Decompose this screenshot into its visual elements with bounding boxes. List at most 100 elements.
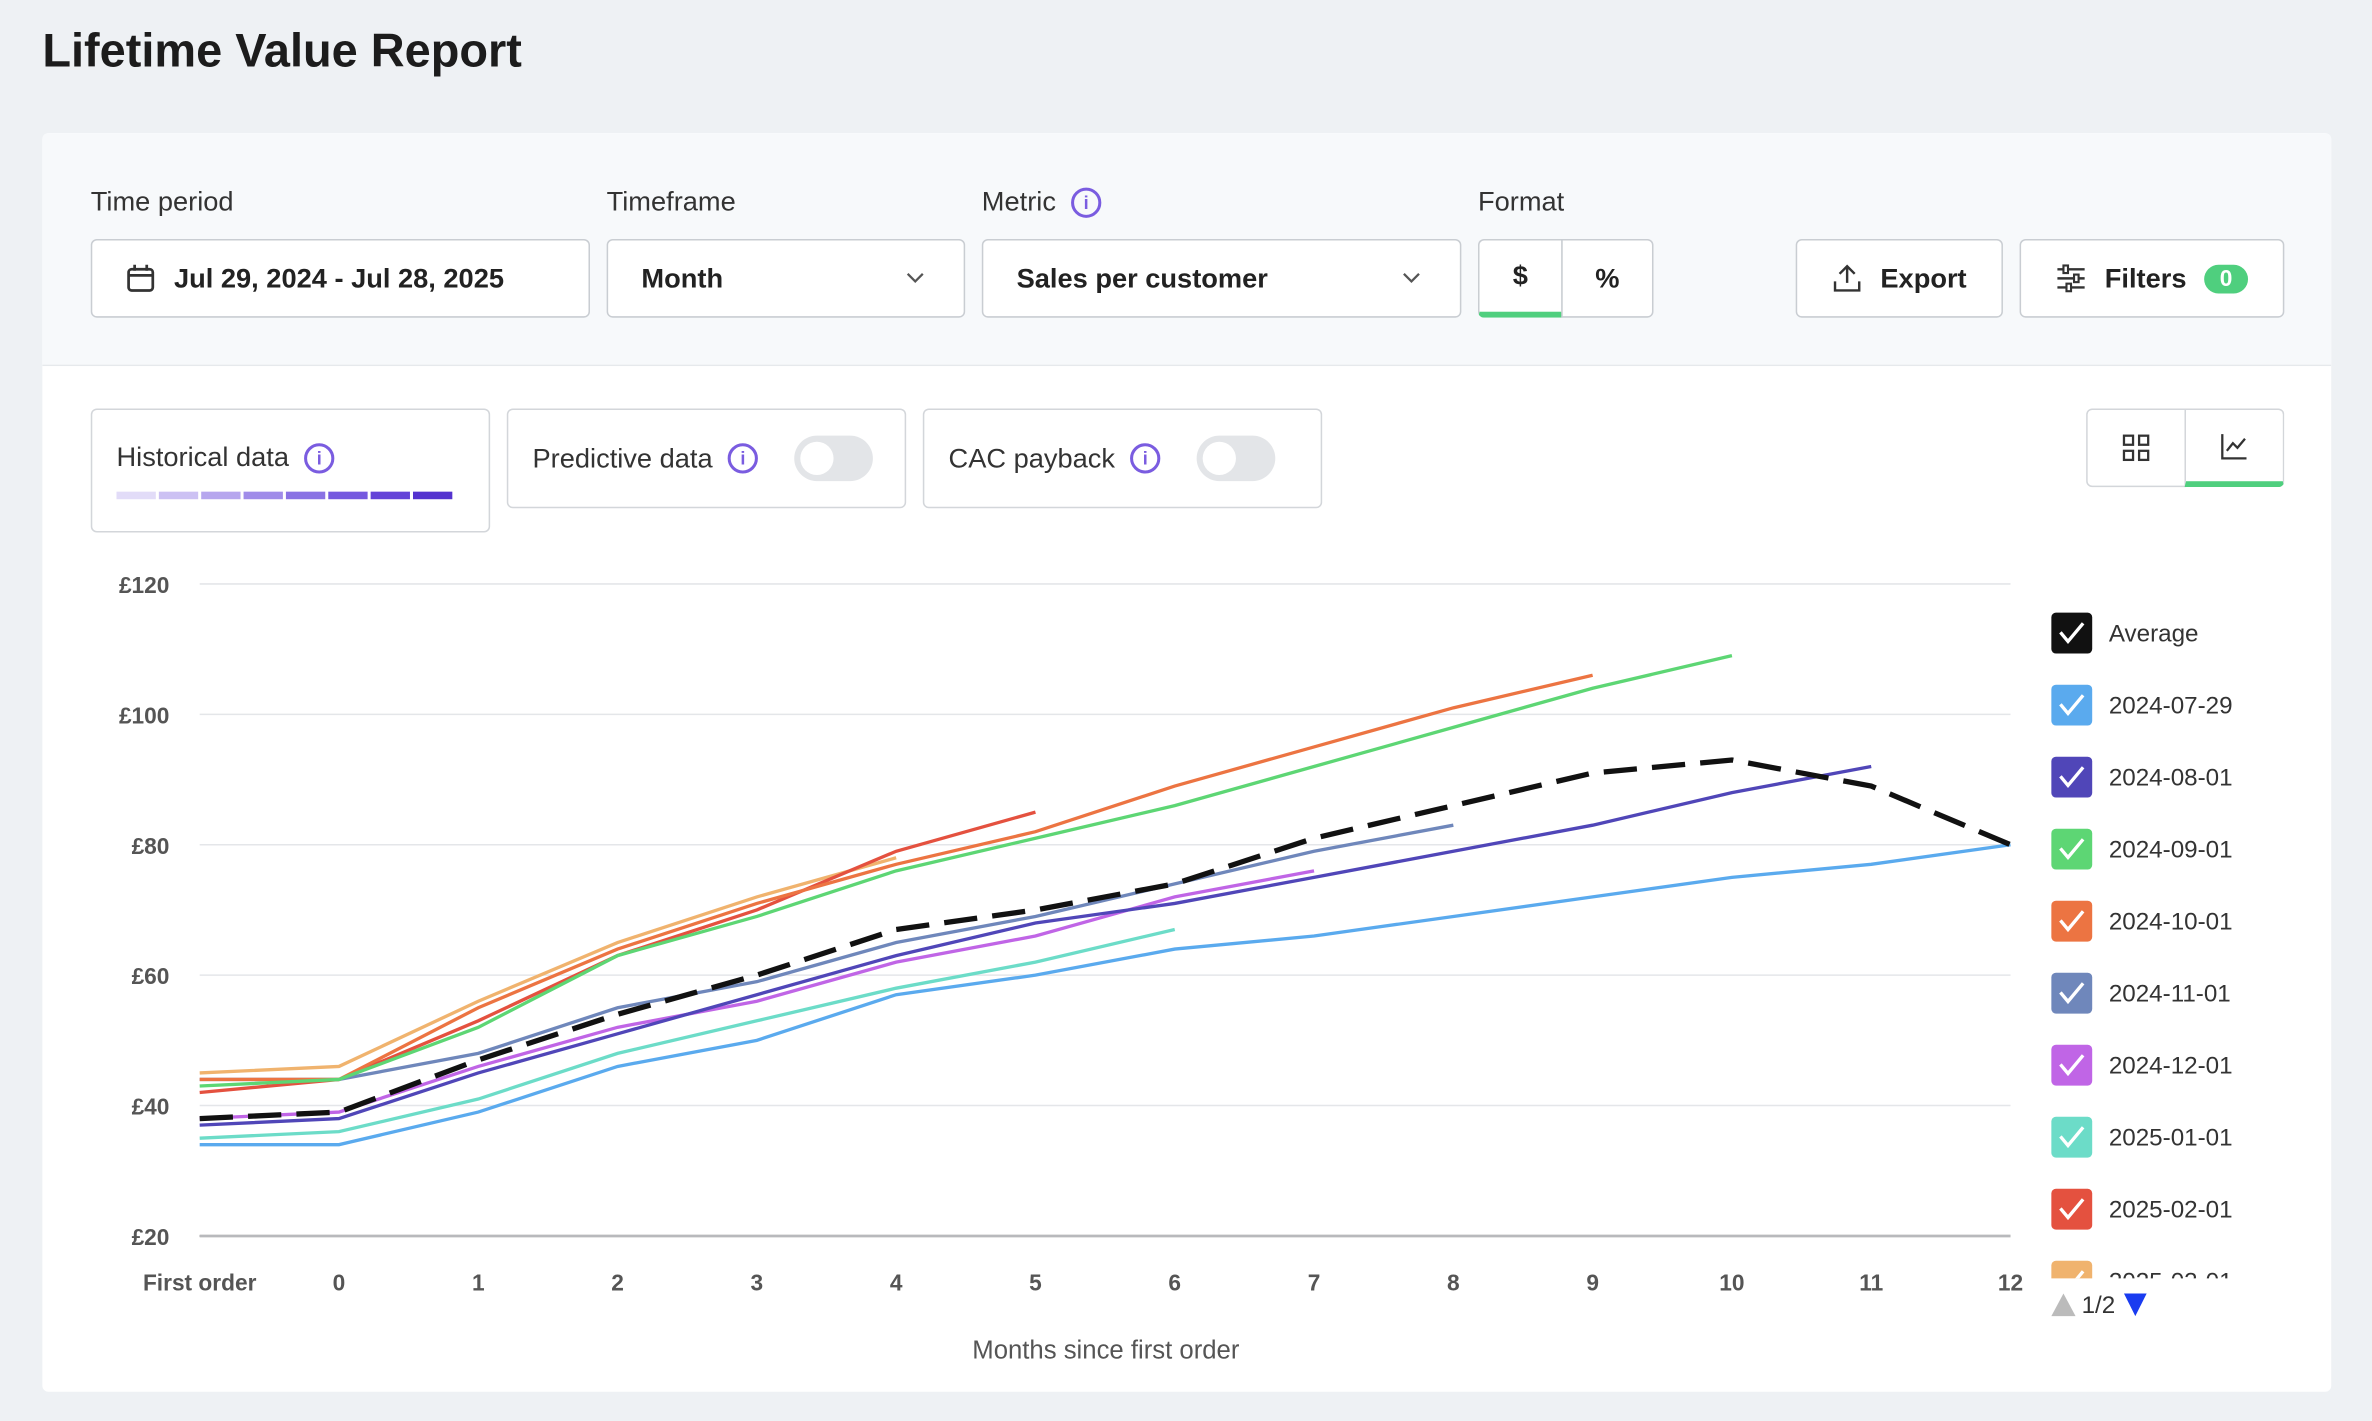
legend-item[interactable]: 2024-12-01 (2051, 1044, 2233, 1086)
value: Month (641, 262, 724, 293)
legend-label: 2024-09-01 (2109, 836, 2233, 863)
label: Predictive data (532, 442, 713, 473)
check (2075, 1270, 2085, 1279)
x-tick-label: 12 (1998, 1269, 2023, 1295)
legend-page: 1/2 (2082, 1292, 2116, 1319)
y-tick-label: £40 (132, 1094, 170, 1120)
x-tick-label: 5 (1029, 1269, 1042, 1295)
series-line (199, 843, 2011, 1147)
legend-label: 2024-08-01 (2109, 764, 2233, 791)
y-tick-label: £20 (132, 1224, 170, 1250)
legend-label: 2024-11-01 (2109, 980, 2231, 1007)
label-row: Metric i (982, 186, 1102, 218)
x-tick-label: 8 (1447, 1269, 1460, 1295)
check (2059, 838, 2085, 861)
legend-checkbox (2051, 972, 2093, 1014)
cac-toggle[interactable]: CAC payback i (922, 408, 1323, 509)
legend-checkbox (2051, 684, 2093, 726)
info-icon[interactable]: i (304, 442, 335, 473)
x-tick-label: 11 (1859, 1269, 1883, 1295)
series-line (199, 927, 1176, 1140)
label: Format (1478, 186, 1565, 217)
legend-label: 2025-02-01 (2109, 1197, 2233, 1224)
chart-view-button[interactable] (2184, 408, 2285, 488)
chevron (1403, 273, 1420, 283)
series-line (199, 654, 1733, 1088)
info-icon[interactable]: i (1071, 186, 1102, 218)
check (2059, 1054, 2085, 1077)
date-range: Jul 29, 2024 - Jul 28, 2025 (173, 262, 504, 293)
chevron (906, 273, 924, 283)
legend-label: 2024-10-01 (2109, 908, 2233, 935)
y-tick-label: £80 (132, 833, 170, 859)
info-icon[interactable]: i (727, 443, 759, 474)
filter-icon (2057, 264, 2086, 293)
x-tick-label: 0 (333, 1269, 346, 1295)
format-percent[interactable]: % (1561, 239, 1654, 318)
series-line (199, 856, 897, 1075)
legend-item[interactable]: 2024-11-01 (2051, 972, 2231, 1014)
label: Historical data (116, 441, 290, 472)
legend-item[interactable]: 2025-02-01 (2051, 1188, 2233, 1230)
legend-checkbox (2051, 1044, 2093, 1086)
legend-item[interactable]: 2025-03-01 (2051, 1260, 2233, 1302)
legend: Average 2024-07-29 2024-08-01 2024-09-01 202… (2051, 612, 2233, 1302)
date-picker[interactable]: Jul 29, 2024 - Jul 28, 2025 (90, 239, 590, 318)
row: Historical data i (116, 441, 335, 474)
legend-checkbox (2051, 828, 2093, 870)
switch[interactable] (794, 435, 874, 482)
x-tick-label: 3 (751, 1269, 764, 1295)
y-tick-label: £100 (119, 702, 169, 728)
historical-toggle[interactable]: Historical data i (90, 408, 491, 533)
page-title: Lifetime Value Report (42, 24, 522, 78)
timeframe-select[interactable]: Month (606, 239, 966, 318)
filters-count: 0 (2204, 263, 2248, 293)
check (2059, 694, 2085, 717)
chart-icon (2221, 433, 2247, 459)
series-line (199, 764, 1872, 1127)
metric-select[interactable]: Sales per customer (981, 239, 1462, 318)
export-button[interactable]: Export (1795, 239, 2003, 318)
format-dollar[interactable]: $ (1478, 239, 1563, 318)
legend-item[interactable]: 2024-07-29 (2051, 684, 2233, 726)
legend-item[interactable]: 2025-01-01 (2051, 1116, 2233, 1158)
grid-view-button[interactable] (2086, 408, 2186, 488)
calendar-icon (127, 264, 155, 292)
legend-item[interactable]: 2024-10-01 (2051, 900, 2233, 942)
switch[interactable] (1196, 435, 1276, 482)
label: Filters (2104, 262, 2187, 293)
check (2059, 1126, 2085, 1149)
check (2059, 622, 2085, 645)
check (2059, 910, 2085, 933)
filters-button[interactable]: Filters 0 (2019, 239, 2285, 318)
check (2059, 1198, 2085, 1221)
page-up[interactable] (2051, 1293, 2076, 1317)
legend-label: 2025-01-01 (2109, 1124, 2233, 1151)
legend-checkbox (2051, 1116, 2093, 1158)
x-tick-label: First order (143, 1269, 257, 1295)
check (2059, 766, 2085, 789)
check (2059, 982, 2085, 1005)
legend-label: 2024-07-29 (2109, 692, 2233, 719)
x-tick-label: 4 (890, 1269, 903, 1295)
legend-checkbox (2051, 1188, 2093, 1230)
predictive-toggle[interactable]: Predictive data i (506, 408, 907, 509)
page-down[interactable] (2123, 1293, 2147, 1317)
y-tick-label: £60 (132, 963, 170, 989)
legend-checkbox (2051, 900, 2093, 942)
label: Export (1880, 262, 1967, 293)
export-icon (1833, 264, 1861, 292)
legend-item[interactable]: 2024-09-01 (2051, 828, 2233, 870)
x-tick-label: 7 (1308, 1269, 1321, 1295)
series-line (199, 823, 1454, 1082)
x-tick-label: 1 (472, 1269, 485, 1295)
gradient (116, 491, 453, 500)
label: Timeframe (606, 186, 736, 217)
info-icon[interactable]: i (1130, 443, 1161, 474)
legend-item[interactable]: 2024-08-01 (2051, 756, 2233, 798)
x-tick-label: 2 (611, 1269, 624, 1295)
legend-item[interactable]: Average (2051, 612, 2198, 654)
series-line (199, 673, 1594, 1082)
x-axis-title: Months since first order (972, 1336, 1240, 1364)
